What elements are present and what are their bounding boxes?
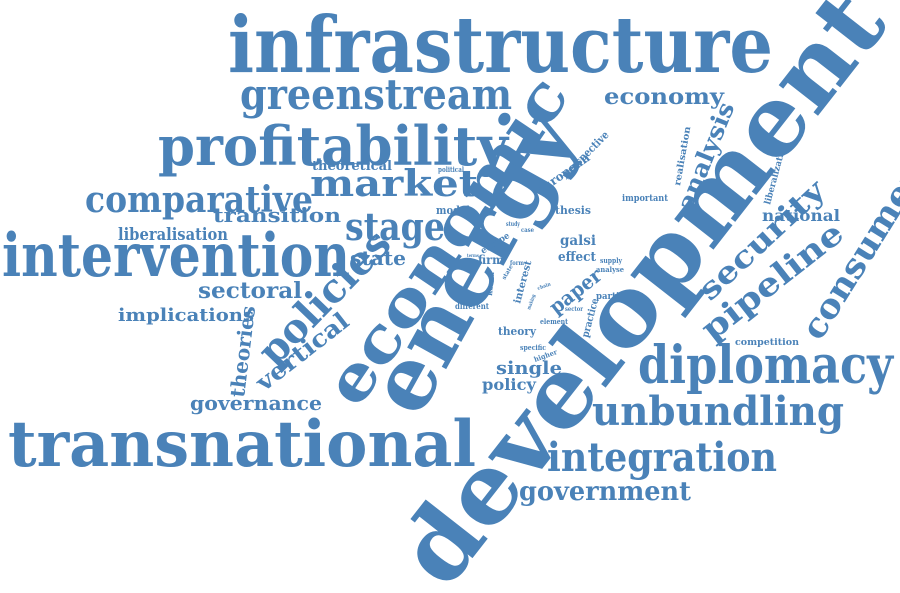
word-unbundling: unbundling <box>592 388 844 435</box>
word-transition: transition <box>213 203 342 227</box>
word-transnational: transnational <box>8 407 476 482</box>
word-comparative: comparative <box>85 179 313 221</box>
word-profitability: profitability <box>158 114 510 178</box>
word-integration: integration <box>547 434 777 481</box>
word-policy: policy <box>482 375 537 394</box>
word-case: case <box>521 227 534 234</box>
word-making: making <box>526 293 537 310</box>
word-economy: economy <box>604 84 725 110</box>
word-government: government <box>519 477 691 507</box>
word-study: study <box>506 221 520 228</box>
word-explore: explore <box>455 291 485 301</box>
word-thesis: thesis <box>555 204 591 217</box>
word-third: third <box>476 234 491 241</box>
word-political: political <box>438 165 464 174</box>
word-form: form <box>510 260 525 267</box>
word-model: model <box>436 204 470 217</box>
word-greenstream: greenstream <box>240 70 512 119</box>
word-national: national <box>762 206 840 225</box>
word-competition: competition <box>735 338 799 348</box>
word-theory: theory <box>498 325 537 338</box>
word-diplomacy: diplomacy <box>638 335 895 396</box>
word-theoretical: theoretical <box>312 159 392 174</box>
word-specific: specific <box>520 343 546 352</box>
word-stage: stage <box>345 204 445 249</box>
word-particular: particular <box>596 292 644 302</box>
word-sectoral: sectoral <box>198 278 302 304</box>
word-firm: firm <box>478 253 504 267</box>
word-infrastructure: infrastructure <box>228 0 773 91</box>
word-supply: supply <box>600 256 623 265</box>
word-galsi: galsi <box>560 233 596 249</box>
word-analyse: analyse <box>596 265 625 274</box>
word-korea: korea <box>484 271 496 296</box>
word-terms: terms <box>467 253 479 259</box>
word-governance: governance <box>190 391 322 415</box>
word-important: important <box>622 194 669 204</box>
word-element: element <box>540 317 569 326</box>
word-effect: effect <box>558 250 596 265</box>
word-different: different <box>455 301 489 311</box>
word-intervention: intervention <box>2 221 350 291</box>
word-single: single <box>496 358 562 379</box>
word-state: state <box>350 246 406 270</box>
word-implications: implications <box>118 305 254 326</box>
word-sector: sector <box>565 306 584 313</box>
word-market: market <box>310 163 478 205</box>
word-liberalisation: liberalisation <box>118 225 228 245</box>
word-chain: chain <box>537 281 553 292</box>
